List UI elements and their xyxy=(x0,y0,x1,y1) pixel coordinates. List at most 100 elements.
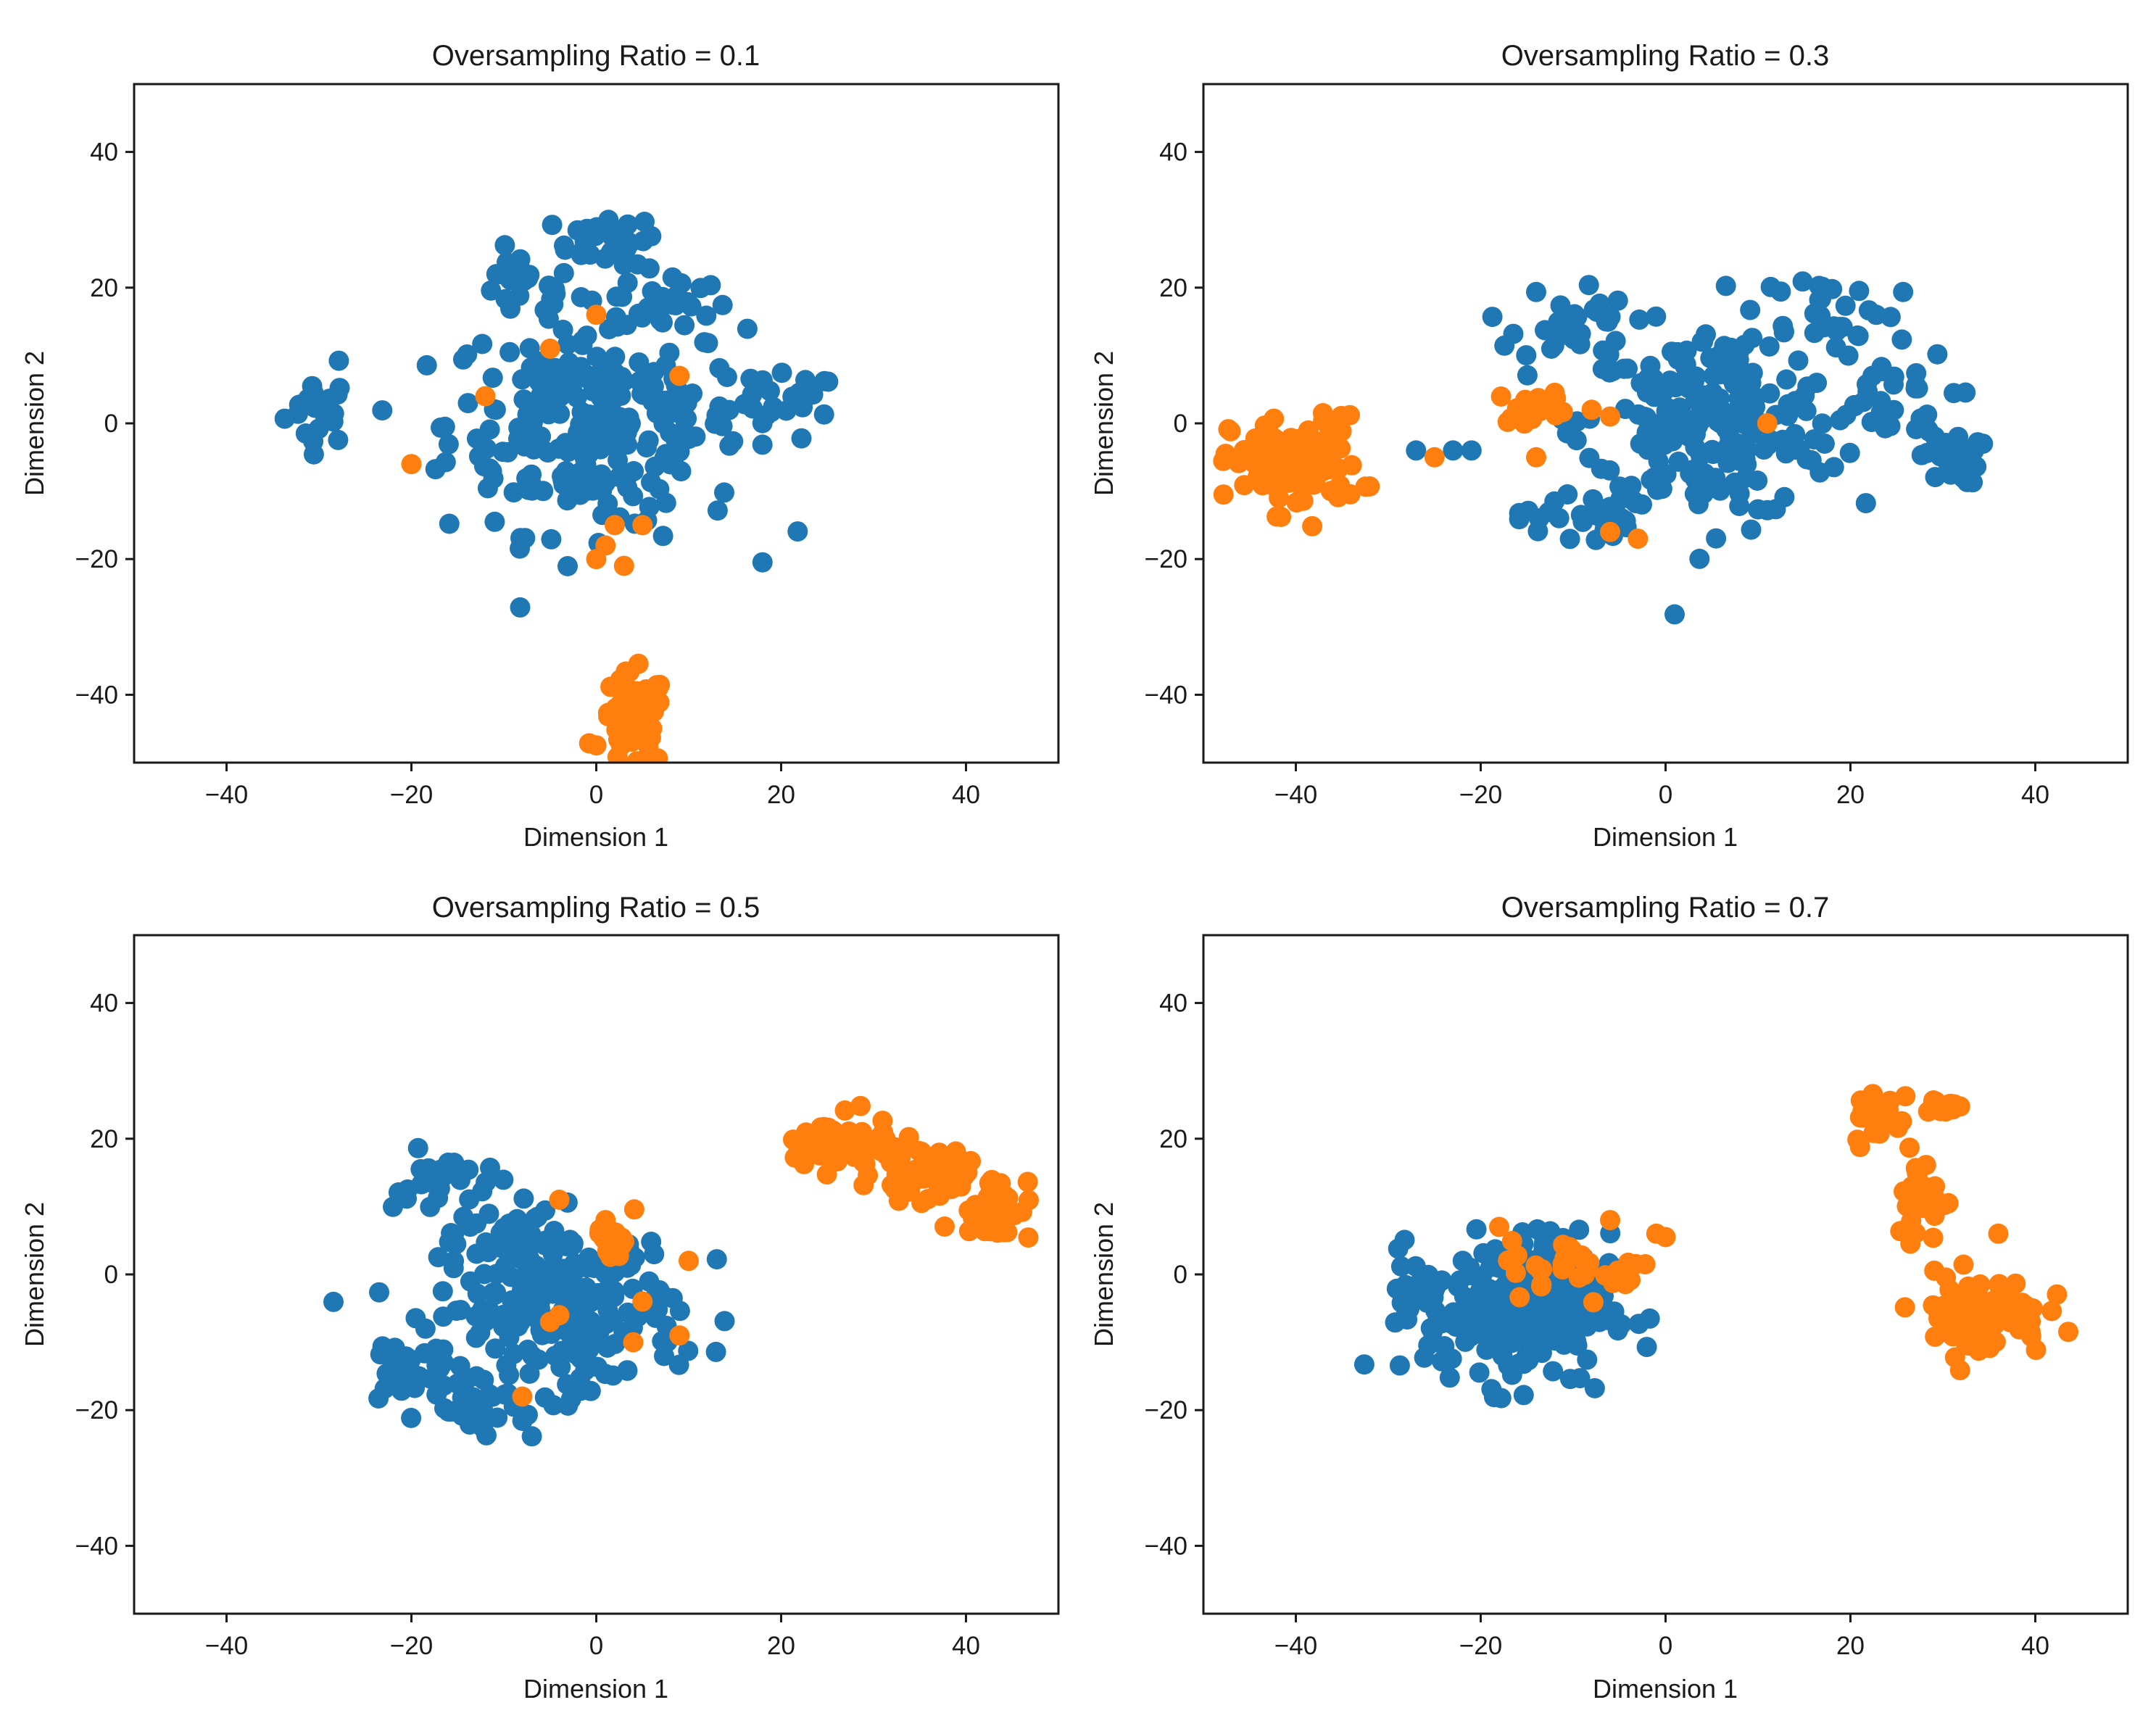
data-point xyxy=(662,267,683,288)
data-point xyxy=(617,706,638,727)
data-point xyxy=(1406,440,1427,461)
data-point xyxy=(479,1384,500,1405)
data-point xyxy=(586,304,607,325)
subplot-title: Oversampling Ratio = 0.5 xyxy=(432,892,760,924)
data-point xyxy=(542,1257,563,1278)
data-point xyxy=(510,597,531,618)
data-point xyxy=(831,1142,852,1163)
data-point xyxy=(1944,1347,1965,1368)
data-point xyxy=(493,1230,514,1251)
data-point xyxy=(439,513,460,534)
data-point xyxy=(1894,1297,1915,1318)
data-point xyxy=(1847,1129,1868,1150)
y-tick-label: −20 xyxy=(1145,1396,1187,1424)
data-point xyxy=(1959,1304,1980,1325)
data-point xyxy=(513,389,534,410)
points-layer xyxy=(274,210,839,763)
x-tick-label: 0 xyxy=(589,781,603,809)
subplot-2: Oversampling Ratio = 0.3 −40 −20 0 20 40−40−… xyxy=(1089,40,2129,852)
data-point xyxy=(1700,348,1721,368)
data-point xyxy=(1461,440,1482,461)
plot-frame xyxy=(1202,83,2129,764)
subplot-4: Oversampling Ratio = 0.7 −40 −20 0 20 40−40−… xyxy=(1089,892,2129,1704)
data-point xyxy=(771,362,792,383)
data-point xyxy=(1730,451,1751,472)
data-point xyxy=(586,735,607,756)
ticks-layer: −40 −20 0 20 40 −40 −20 0 20 40 xyxy=(1145,138,2049,809)
data-point xyxy=(1607,290,1628,311)
data-point xyxy=(568,1343,589,1364)
x-tick-label: 20 xyxy=(767,781,795,809)
data-point xyxy=(1923,1295,1944,1316)
data-point xyxy=(961,1150,982,1171)
data-point xyxy=(564,1253,585,1274)
data-point xyxy=(1917,405,1938,425)
data-point xyxy=(1668,451,1689,472)
data-point xyxy=(473,1399,494,1420)
data-point xyxy=(737,318,758,339)
data-point xyxy=(1724,373,1744,394)
data-point xyxy=(587,1282,608,1303)
data-point xyxy=(434,1352,455,1373)
data-point xyxy=(1875,418,1896,439)
data-point xyxy=(1953,1254,1974,1275)
series-majority xyxy=(323,1137,735,1447)
data-point xyxy=(1537,1322,1558,1343)
data-point xyxy=(1812,413,1833,434)
series-majority xyxy=(1406,271,1994,625)
ticks-layer: −40 −20 0 20 40 −40 −20 0 20 40 xyxy=(75,990,980,1660)
data-point xyxy=(1776,369,1797,390)
data-point xyxy=(1770,281,1791,302)
data-point xyxy=(1870,1121,1891,1142)
data-point xyxy=(2041,1301,2062,1322)
data-point xyxy=(1899,1137,1920,1158)
data-point xyxy=(1583,489,1604,510)
data-point xyxy=(503,482,524,503)
subplot-3: Oversampling Ratio = 0.5 −40 −20 0 20 40−40−… xyxy=(20,892,1060,1704)
data-point xyxy=(1501,1231,1522,1251)
data-point xyxy=(1918,420,1939,441)
data-point xyxy=(1541,339,1562,359)
data-point xyxy=(1754,439,1775,460)
data-point xyxy=(1340,484,1361,505)
data-point xyxy=(1544,382,1565,403)
data-point xyxy=(636,437,657,458)
data-point xyxy=(457,393,478,414)
data-point xyxy=(580,1380,601,1401)
data-point xyxy=(1434,1336,1455,1356)
data-point xyxy=(668,1354,689,1375)
data-point xyxy=(1017,1171,1038,1193)
data-point xyxy=(1469,1362,1490,1383)
data-point xyxy=(818,371,839,392)
data-point xyxy=(541,289,562,310)
data-point xyxy=(1696,324,1716,345)
data-point xyxy=(407,1137,428,1158)
data-point xyxy=(1292,478,1313,499)
data-point xyxy=(1302,515,1323,536)
data-point xyxy=(1773,429,1794,450)
data-point xyxy=(1804,429,1825,450)
data-point xyxy=(623,1332,644,1353)
x-tick-label: 20 xyxy=(767,1632,795,1660)
data-point xyxy=(605,307,626,328)
data-point xyxy=(589,424,610,445)
data-point xyxy=(1394,1229,1415,1250)
data-point xyxy=(1424,447,1445,468)
data-point xyxy=(632,1291,653,1312)
data-point xyxy=(1938,452,1958,473)
data-point xyxy=(1625,1253,1646,1274)
data-point xyxy=(655,492,676,513)
data-point xyxy=(1554,1320,1575,1341)
data-point xyxy=(706,1249,727,1270)
data-point xyxy=(516,468,537,489)
data-point xyxy=(499,341,521,362)
data-point xyxy=(444,1164,465,1184)
data-point xyxy=(1554,1334,1575,1355)
data-point xyxy=(467,1283,488,1304)
data-point xyxy=(1923,1227,1944,1248)
data-point xyxy=(1340,405,1360,426)
data-point xyxy=(740,395,761,416)
data-point xyxy=(671,461,692,482)
data-point xyxy=(1925,467,1946,488)
data-point xyxy=(418,1158,439,1179)
